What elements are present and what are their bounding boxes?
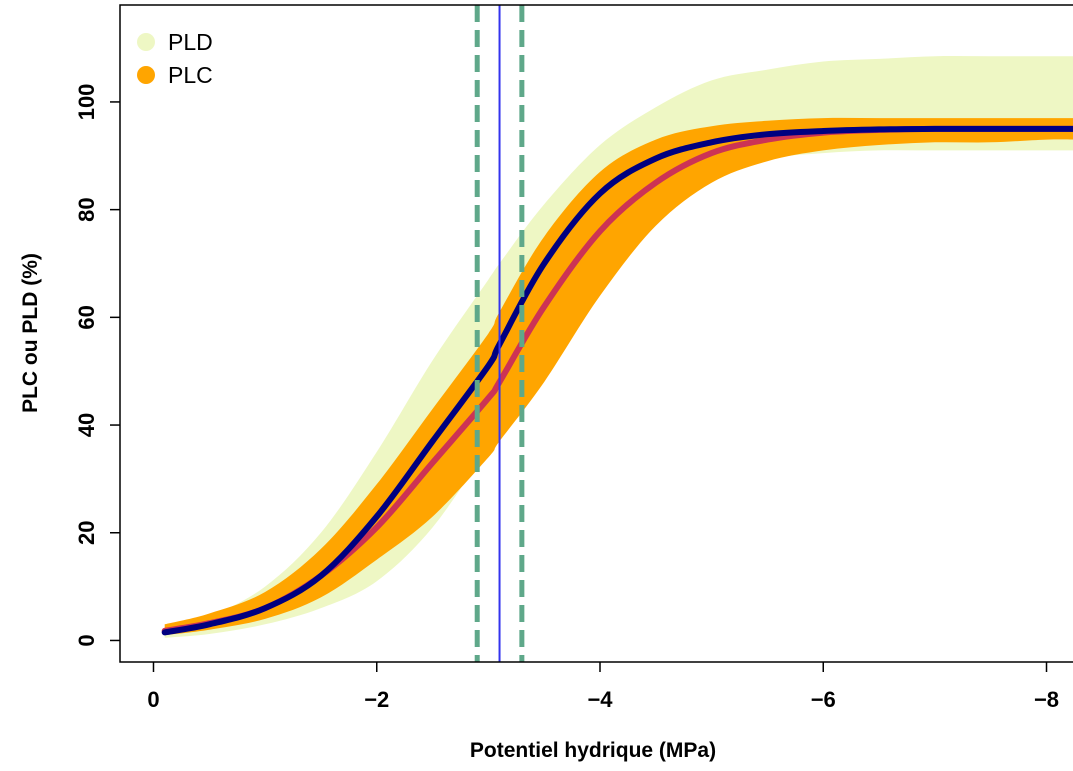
legend-label-pld: PLD — [168, 29, 213, 55]
legend-swatch-pld — [137, 33, 155, 51]
y-tick-label: 20 — [74, 521, 99, 545]
y-axis-title: PLC ou PLD (%) — [19, 253, 42, 413]
series-line-3 — [161, 125, 1073, 636]
x-tick-label: −6 — [811, 687, 836, 712]
x-tick-label: −8 — [1034, 687, 1059, 712]
x-tick-label: −4 — [587, 687, 613, 712]
band-plc — [164, 117, 1073, 636]
reference-lines — [474, 5, 525, 662]
x-axis-title: Potentiel hydrique (MPa) — [470, 739, 716, 762]
y-tick-label: 80 — [74, 197, 99, 221]
legend: PLD PLC — [137, 29, 213, 88]
y-tick-label: 0 — [74, 634, 99, 646]
legend-swatch-plc — [137, 66, 155, 84]
y-tick-label: 40 — [74, 413, 99, 437]
x-tick-label: −2 — [364, 687, 389, 712]
x-axis: 0 −2 −4 −6 −8 — [147, 662, 1059, 712]
y-tick-label: 60 — [74, 305, 99, 329]
plot-area — [161, 55, 1073, 638]
x-tick-label: 0 — [147, 687, 159, 712]
y-tick-label: 100 — [74, 84, 99, 121]
y-axis: 0 20 40 60 80 100 — [74, 84, 120, 647]
legend-label-plc: PLC — [168, 62, 213, 88]
